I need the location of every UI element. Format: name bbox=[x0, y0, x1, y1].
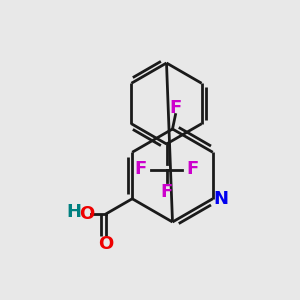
Text: H: H bbox=[66, 203, 81, 221]
Text: F: F bbox=[169, 99, 181, 117]
Text: O: O bbox=[79, 205, 94, 223]
Text: F: F bbox=[186, 160, 198, 178]
Text: F: F bbox=[160, 183, 172, 201]
Text: O: O bbox=[99, 235, 114, 253]
Text: N: N bbox=[214, 190, 229, 208]
Text: F: F bbox=[135, 160, 147, 178]
